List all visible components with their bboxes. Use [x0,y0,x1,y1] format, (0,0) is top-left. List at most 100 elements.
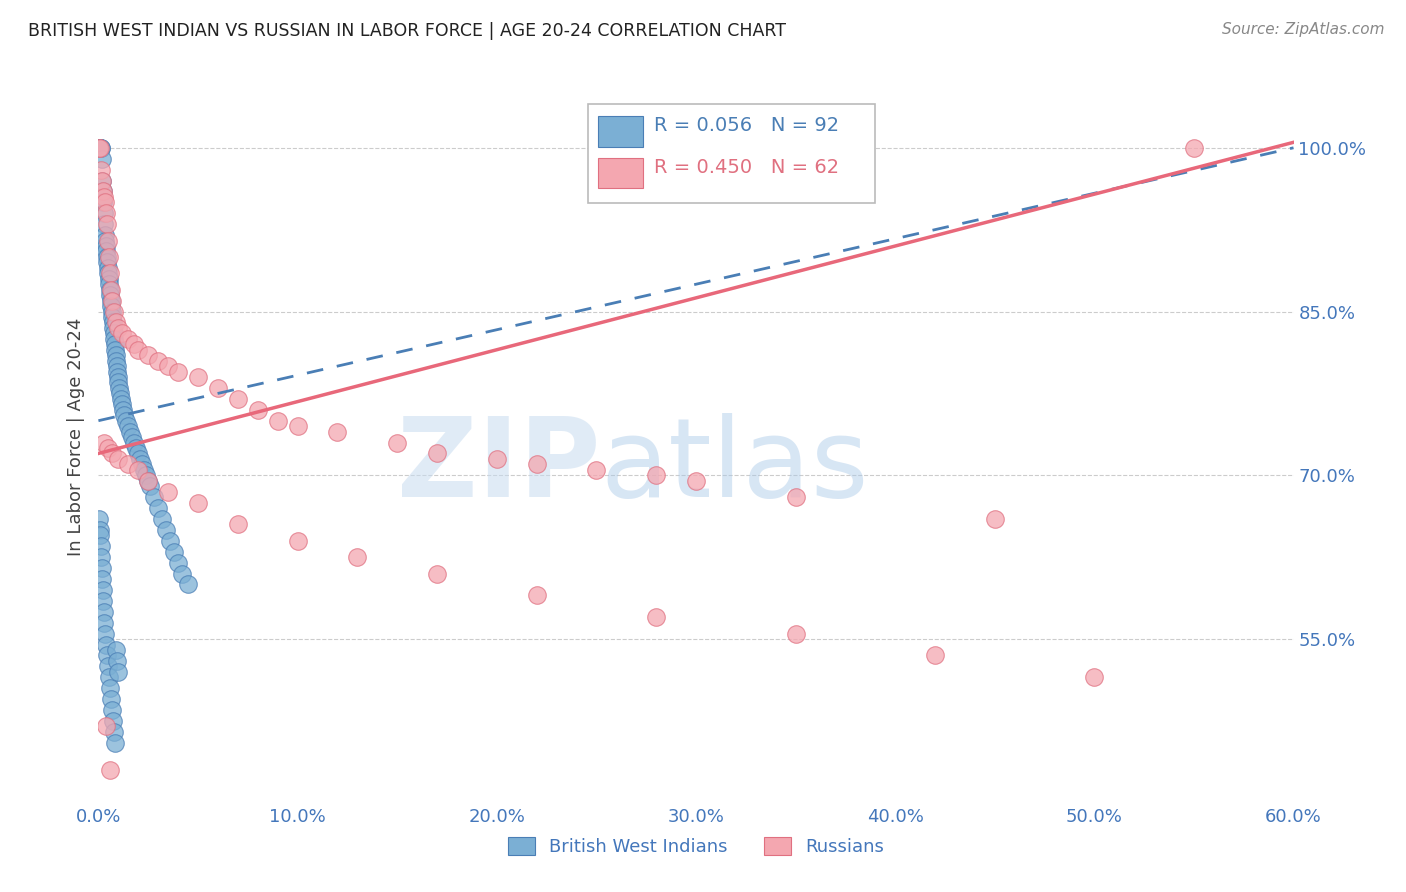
Point [136,474,159,488]
Point [110,392,132,406]
Point [172,566,194,581]
Point [107,451,129,466]
Point [346,550,368,565]
Point [90,539,112,553]
Point [150,512,173,526]
Point [93,594,115,608]
Point [124,337,146,351]
Point [117,419,139,434]
Point [105,353,128,368]
Point [135,468,157,483]
Point [97,272,120,286]
Point [89,141,111,155]
Point [98,250,121,264]
Point [96,255,118,269]
Point [226,517,249,532]
Point [94,239,117,253]
Point [93,217,115,231]
Point [89,141,111,155]
Text: BRITISH WEST INDIAN VS RUSSIAN IN LABOR FORCE | AGE 20-24 CORRELATION CHART: BRITISH WEST INDIAN VS RUSSIAN IN LABOR … [28,22,786,40]
Point [101,310,124,324]
Point [90,550,112,565]
Point [112,402,135,417]
Point [101,703,124,717]
Point [90,141,112,155]
Point [105,654,128,668]
Point [96,719,118,733]
Point [124,435,146,450]
Point [127,446,149,460]
Point [984,512,1007,526]
Text: ZIP: ZIP [396,413,600,520]
Text: R = 0.056   N = 92: R = 0.056 N = 92 [654,116,839,135]
Point [112,409,135,423]
Point [89,141,111,155]
Point [96,244,118,259]
Point [111,397,134,411]
Point [120,425,142,439]
Point [103,714,125,728]
Point [103,321,125,335]
Text: Source: ZipAtlas.com: Source: ZipAtlas.com [1222,22,1385,37]
FancyBboxPatch shape [589,104,875,203]
Point [93,195,115,210]
Point [105,643,128,657]
Point [97,659,120,673]
Point [163,545,186,559]
Point [785,490,807,504]
Point [155,523,177,537]
Point [267,414,290,428]
Point [685,474,707,488]
Legend: British West Indians, Russians: British West Indians, Russians [501,830,891,863]
Point [426,566,449,581]
Point [105,359,128,373]
Point [101,446,124,460]
Point [98,681,122,695]
Point [121,430,143,444]
Point [148,501,170,516]
Point [157,359,180,373]
Point [526,588,548,602]
Point [101,293,124,308]
Point [143,490,166,504]
Point [96,250,118,264]
Point [117,458,139,472]
Point [107,321,129,335]
Point [94,228,117,243]
Point [104,337,127,351]
Point [105,365,128,379]
Point [139,479,162,493]
Point [97,266,120,280]
Point [157,484,180,499]
FancyBboxPatch shape [598,116,644,146]
Point [127,463,149,477]
Point [93,190,115,204]
Point [91,572,114,586]
Point [187,495,209,509]
Point [93,206,115,220]
Point [117,332,139,346]
Point [97,441,120,455]
Text: R = 0.450   N = 62: R = 0.450 N = 62 [654,158,839,177]
Point [93,435,115,450]
Point [89,512,111,526]
Point [100,293,122,308]
Point [108,381,131,395]
Point [159,533,181,548]
Point [98,283,121,297]
Point [90,141,112,155]
Point [103,304,125,318]
Point [100,299,122,313]
Point [226,392,249,406]
Point [98,288,122,302]
Point [89,523,111,537]
Point [101,304,124,318]
Point [98,266,122,280]
Point [426,446,449,460]
Point [93,185,115,199]
Point [136,474,159,488]
Point [89,141,111,155]
Point [94,195,117,210]
Point [134,463,156,477]
Point [91,152,114,166]
